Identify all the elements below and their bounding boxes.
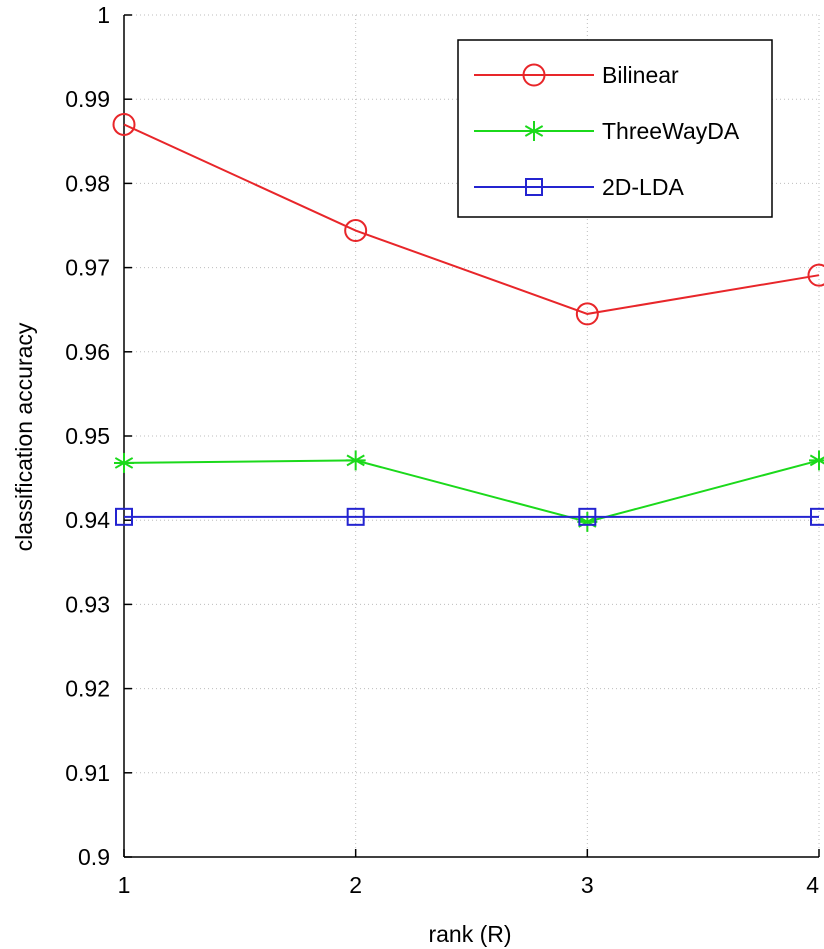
data-point-2d-lda: [810, 507, 824, 526]
x-tick-label: 4: [806, 872, 819, 898]
y-tick-label: 0.94: [65, 507, 110, 533]
y-tick-label: 0.98: [65, 170, 110, 196]
data-point-bilinear: [575, 302, 599, 326]
data-point-bilinear: [807, 263, 824, 287]
series-threewayda: [114, 450, 824, 532]
series-line-bilinear: [123, 123, 820, 315]
y-tick-label: 0.99: [65, 86, 110, 112]
data-point-threewayda: [114, 452, 134, 473]
y-tick-label: 0.9: [78, 844, 110, 870]
y-tick-label: 0.95: [65, 423, 110, 449]
series-group: [112, 112, 824, 532]
series-line-threewayda: [123, 459, 820, 523]
axes: [123, 14, 820, 858]
data-point-threewayda: [809, 450, 824, 471]
y-tick-label: 1: [97, 2, 110, 28]
series-2d-lda: [115, 507, 824, 526]
y-tick-label: 0.91: [65, 760, 110, 786]
data-point-bilinear: [112, 112, 136, 136]
y-axis-title: classification accuracy: [11, 322, 37, 551]
legend-marker-threewayda: [524, 121, 544, 141]
y-tick-label: 0.93: [65, 591, 110, 617]
y-tick-label: 0.97: [65, 255, 110, 281]
data-point-2d-lda: [346, 507, 365, 526]
legend-marker-2d-lda: [525, 178, 543, 196]
x-tick-label: 3: [581, 872, 594, 898]
data-point-2d-lda: [578, 507, 597, 526]
legend: Bilinear ThreeWayDA 2D-LDA: [457, 39, 773, 218]
series-bilinear: [112, 112, 824, 326]
data-point-threewayda: [345, 450, 366, 471]
legend-label-threewayda: ThreeWayDA: [602, 118, 740, 144]
x-tick-label: 1: [118, 872, 131, 898]
tick-labels: 0.9 0.91 0.92 0.93 0.94 0.95 0.96 0.97 0.98 0.99 1…: [65, 2, 819, 898]
data-point-bilinear: [344, 219, 368, 243]
y-tick-label: 0.96: [65, 339, 110, 365]
y-tick-label: 0.92: [65, 676, 110, 702]
x-tick-label: 2: [349, 872, 362, 898]
legend-marker-bilinear: [522, 63, 546, 87]
legend-label-bilinear: Bilinear: [602, 62, 679, 88]
x-axis-title: rank (R): [428, 921, 511, 947]
data-point-2d-lda: [115, 507, 133, 526]
legend-label-2d-lda: 2D-LDA: [602, 174, 684, 200]
